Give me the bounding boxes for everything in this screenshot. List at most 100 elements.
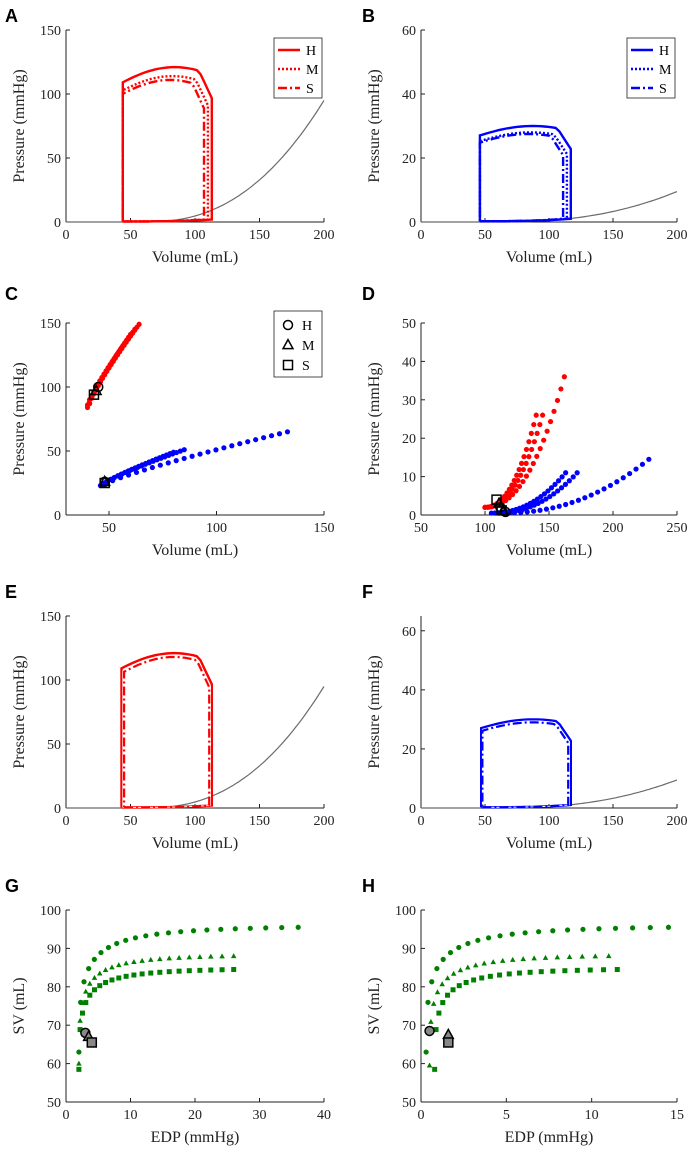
- data-point-red-s: [518, 460, 525, 466]
- x-tick-label: 100: [539, 814, 560, 829]
- data-point-red-h: [136, 321, 142, 327]
- pv-loop-m: [122, 655, 211, 808]
- data-point-m: [139, 957, 145, 963]
- data-point-blue-s: [548, 485, 555, 491]
- baseline-marker-square: [443, 1037, 454, 1048]
- data-point-blue-s: [552, 481, 558, 487]
- data-point-s: [463, 979, 469, 985]
- baseline-marker-circle: [424, 1025, 435, 1037]
- data-point-blue-h: [569, 499, 575, 506]
- data-point-h: [665, 924, 672, 930]
- panel-letter: D: [362, 284, 375, 304]
- data-point-s: [166, 969, 172, 975]
- data-point-s: [471, 977, 477, 983]
- data-point-h: [105, 944, 112, 951]
- data-point-red-m: [531, 439, 537, 445]
- y-tick-label: 80: [402, 981, 416, 996]
- x-tick-label: 0: [63, 228, 70, 243]
- y-tick-label: 20: [402, 152, 416, 167]
- data-point-s: [186, 968, 192, 974]
- x-tick-label: 150: [603, 228, 624, 243]
- plot-area: [66, 616, 324, 808]
- pv-loop-s: [121, 78, 206, 223]
- panel-letter: F: [362, 582, 373, 602]
- data-point-red-h: [527, 467, 533, 473]
- data-point-s: [139, 971, 145, 977]
- plot-area: [421, 323, 677, 515]
- pv-loop-s: [481, 721, 570, 809]
- y-tick-label: 20: [402, 743, 416, 758]
- data-point-blue-h: [531, 508, 537, 514]
- data-point-h: [178, 929, 184, 935]
- data-point-red-h: [547, 418, 554, 425]
- data-point-m: [157, 956, 163, 962]
- data-point-blue-h: [607, 482, 614, 489]
- data-point-red-h: [544, 428, 550, 434]
- data-point-h: [76, 1049, 82, 1055]
- data-point-blue-h: [563, 501, 569, 508]
- data-point-s: [148, 970, 154, 976]
- y-tick-label: 40: [402, 88, 416, 103]
- data-point-blue-h: [620, 475, 626, 481]
- legend-marker-s: [282, 359, 294, 371]
- data-point-blue-h: [268, 433, 275, 439]
- baseline-marker-square: [88, 389, 100, 400]
- data-point-m: [566, 953, 573, 959]
- x-tick-label: 100: [185, 228, 206, 243]
- x-tick-label: 20: [188, 1108, 202, 1123]
- panel-c: C 50 100 150 0 50 100 150 Volume (mL) Pressure (m…: [5, 284, 335, 559]
- data-point-blue-h: [165, 460, 171, 466]
- data-point-blue-h: [245, 439, 251, 445]
- data-point-red-h: [516, 483, 523, 490]
- data-point-blue-h: [550, 505, 556, 511]
- y-tick-label: 50: [402, 1096, 416, 1111]
- panel-letter: B: [362, 6, 375, 26]
- panel-letter: A: [5, 6, 18, 26]
- data-point-red-s: [127, 331, 134, 338]
- data-point-blue-h: [614, 479, 620, 485]
- data-point-h: [447, 949, 454, 956]
- data-point-blue-h: [537, 507, 543, 513]
- legend-label: M: [302, 339, 315, 354]
- data-point-h: [165, 930, 172, 936]
- data-point-m: [148, 956, 154, 962]
- data-point-blue-h: [237, 441, 243, 447]
- legend-label: H: [302, 319, 312, 334]
- data-point-blue-h: [261, 435, 267, 441]
- y-axis-label: Pressure (mmHg): [366, 362, 383, 475]
- data-point-red-h: [530, 460, 536, 467]
- data-point-h: [630, 925, 636, 931]
- panel-letter: G: [5, 876, 19, 896]
- y-tick-label: 150: [40, 317, 61, 332]
- data-point-h: [123, 937, 129, 943]
- data-point-h: [429, 979, 435, 985]
- y-tick-label: 90: [402, 942, 416, 957]
- legend-box: [273, 310, 323, 378]
- data-point-blue-m: [566, 478, 572, 484]
- x-tick-label: 50: [124, 228, 138, 243]
- data-point-h: [232, 926, 238, 932]
- pv-loop-m: [478, 131, 569, 223]
- data-point-m: [457, 967, 464, 973]
- y-tick-label: 0: [54, 802, 61, 817]
- data-point-blue-s: [538, 493, 544, 500]
- data-point-m: [77, 1017, 83, 1023]
- data-point-m: [428, 1018, 434, 1024]
- data-point-red-h: [554, 397, 561, 404]
- data-point-red-m: [529, 446, 535, 453]
- y-tick-label: 60: [402, 625, 416, 640]
- pv-loop-h: [480, 718, 572, 809]
- y-axis-label: Pressure (mmHg): [11, 69, 28, 182]
- y-tick-label: 0: [409, 509, 416, 524]
- y-axis-label: SV (mL): [366, 977, 383, 1034]
- data-point-s: [116, 975, 122, 981]
- panel-b: B 0 50 100 150 200 0 20 40 60 Volume (mL) Pressure …: [362, 6, 688, 266]
- x-tick-label: 0: [418, 814, 425, 829]
- y-tick-label: 40: [402, 684, 416, 699]
- data-point-red-s: [511, 477, 517, 484]
- data-point-red-m: [132, 326, 138, 332]
- data-point-blue-h: [181, 455, 187, 462]
- data-point-m: [219, 953, 225, 959]
- y-tick-label: 100: [40, 88, 61, 103]
- data-point-h: [132, 935, 139, 941]
